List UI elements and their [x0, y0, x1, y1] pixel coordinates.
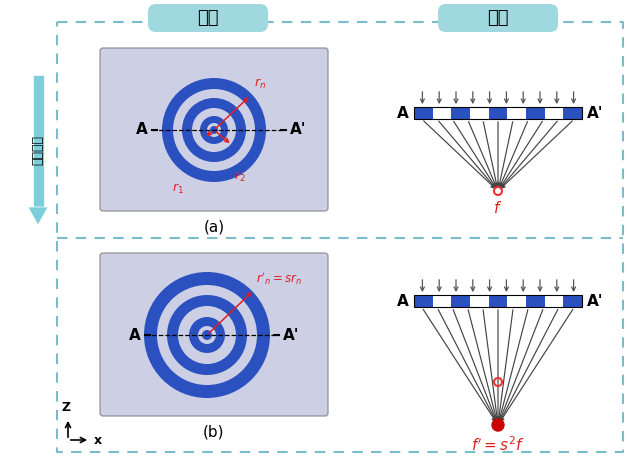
Circle shape	[167, 295, 247, 375]
Circle shape	[192, 108, 236, 152]
Text: A': A'	[290, 122, 307, 138]
Circle shape	[162, 78, 266, 182]
Bar	[545, 295, 563, 307]
Bar	[33, 75, 44, 207]
Text: $r'_n = sr_n$: $r'_n = sr_n$	[256, 270, 302, 287]
Text: $f' = s^2 f$: $f' = s^2 f$	[471, 435, 525, 454]
Text: A: A	[136, 122, 148, 138]
Text: Z: Z	[61, 401, 70, 414]
Bar	[451, 107, 470, 119]
FancyBboxPatch shape	[438, 4, 558, 32]
Bar	[563, 107, 582, 119]
Circle shape	[198, 326, 216, 344]
Text: $r_2$: $r_2$	[234, 170, 246, 184]
Text: $f$: $f$	[493, 200, 502, 216]
Text: 串像: 串像	[487, 9, 509, 27]
Bar	[526, 295, 545, 307]
Text: 拉伸透鏡: 拉伸透鏡	[31, 135, 45, 165]
Text: x: x	[94, 435, 102, 447]
Circle shape	[178, 306, 236, 364]
Text: $r_1$: $r_1$	[172, 182, 184, 196]
Circle shape	[144, 272, 270, 398]
Text: A': A'	[587, 106, 604, 120]
Bar	[414, 295, 433, 307]
Bar	[489, 295, 508, 307]
Bar	[451, 295, 470, 307]
FancyBboxPatch shape	[100, 48, 328, 211]
Circle shape	[200, 116, 228, 144]
Circle shape	[202, 330, 212, 340]
Text: (b): (b)	[204, 425, 225, 439]
Bar	[508, 107, 526, 119]
Bar	[545, 107, 563, 119]
Circle shape	[182, 98, 246, 162]
Text: $r_n$: $r_n$	[254, 77, 266, 91]
Bar	[526, 107, 545, 119]
Text: A: A	[397, 294, 409, 308]
Circle shape	[207, 123, 221, 137]
Circle shape	[210, 126, 218, 134]
Circle shape	[157, 285, 257, 385]
FancyBboxPatch shape	[100, 253, 328, 416]
Bar	[470, 107, 489, 119]
Bar	[489, 107, 508, 119]
Polygon shape	[28, 207, 48, 225]
Bar	[414, 295, 582, 307]
Text: A': A'	[283, 327, 300, 343]
Bar	[470, 295, 489, 307]
Bar	[508, 295, 526, 307]
Bar	[414, 107, 433, 119]
Circle shape	[189, 317, 225, 353]
Text: A: A	[129, 327, 141, 343]
Circle shape	[492, 419, 504, 431]
Bar	[563, 295, 582, 307]
Text: A': A'	[587, 294, 604, 308]
Bar	[414, 107, 582, 119]
Text: A: A	[397, 106, 409, 120]
Text: (a): (a)	[204, 219, 225, 235]
Text: 俯視: 俯視	[197, 9, 219, 27]
Circle shape	[173, 89, 255, 171]
Bar	[433, 107, 451, 119]
FancyBboxPatch shape	[148, 4, 268, 32]
Bar	[433, 295, 451, 307]
